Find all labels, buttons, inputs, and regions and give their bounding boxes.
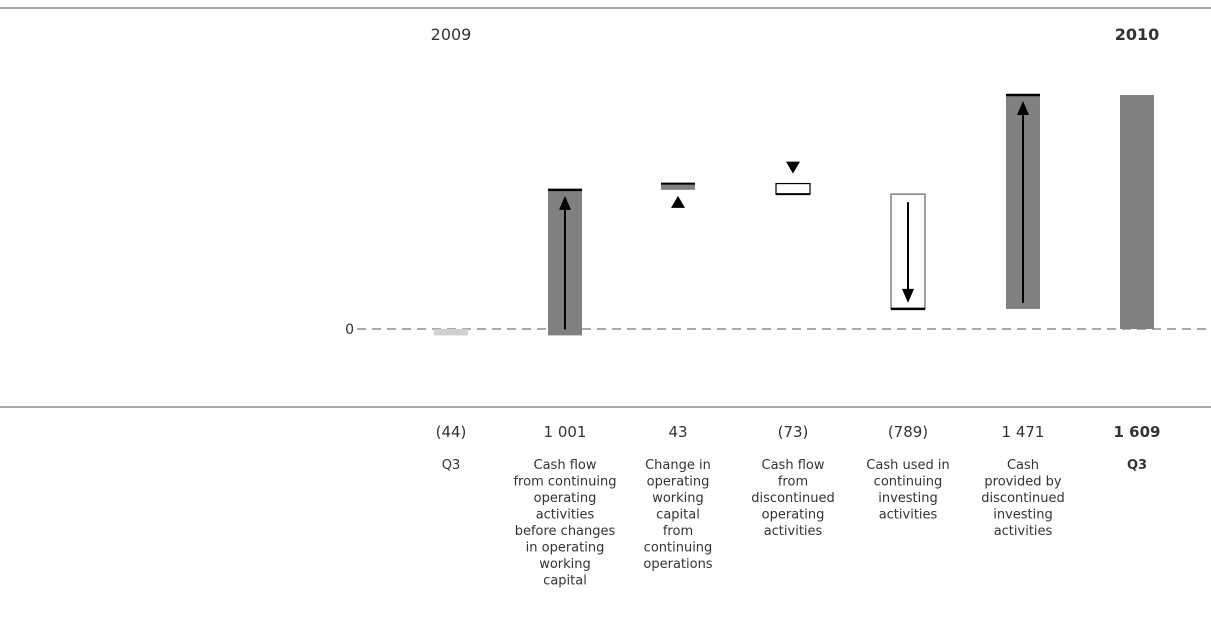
category-label-line: operating xyxy=(647,475,710,490)
category-label-line: working xyxy=(652,491,704,506)
up-arrow-icon xyxy=(559,195,571,210)
category-label: Q3 xyxy=(1127,458,1147,473)
category-label: Change in operating working capital from cont… xyxy=(643,458,712,572)
value-label: (44) xyxy=(436,423,467,441)
category-label-line: operating xyxy=(534,491,597,506)
category-label: Cash flow from continuing operating activit… xyxy=(513,458,616,589)
year-2009-label: 2009 xyxy=(431,25,472,44)
value-label: 1 001 xyxy=(544,423,587,441)
category-label-line: discontinued xyxy=(751,491,834,506)
category-label-line: activities xyxy=(536,508,595,523)
bar-q3-2010 xyxy=(1120,95,1154,329)
up-triangle-icon xyxy=(671,195,685,208)
category-label-line: capital xyxy=(543,574,587,589)
category-label: Cash provided by discontinued investing acti… xyxy=(981,458,1064,539)
category-label-line: investing xyxy=(878,491,938,506)
category-label-line: activities xyxy=(764,524,823,539)
category-label-line: from xyxy=(778,475,808,490)
category-label-line: capital xyxy=(656,508,700,523)
category-label-line: discontinued xyxy=(981,491,1064,506)
category-label-line: operating xyxy=(762,508,825,523)
category-label: Cash used in continuing investing activitie… xyxy=(866,458,949,523)
down-arrow-icon xyxy=(902,288,914,303)
down-triangle-icon xyxy=(786,161,800,174)
category-label-line: in operating xyxy=(526,541,605,556)
category-label-line: Q3 xyxy=(1127,458,1147,473)
category-label-line: from xyxy=(663,524,693,539)
category-label-line: continuing xyxy=(874,475,943,490)
category-label-line: investing xyxy=(993,508,1053,523)
value-label: (789) xyxy=(888,423,928,441)
bar-step-3 xyxy=(775,182,811,195)
value-label: 1 609 xyxy=(1114,423,1161,441)
category-label-line: Change in xyxy=(645,458,711,473)
year-2010-label: 2010 xyxy=(1115,25,1160,44)
category-label-line: operations xyxy=(643,557,712,572)
category-label-line: Cash used in xyxy=(866,458,949,473)
category-label-line: Cash xyxy=(1007,458,1039,473)
category-label-line: activities xyxy=(879,508,938,523)
bar-q3-2009 xyxy=(434,329,468,336)
category-label-line: working xyxy=(539,557,591,572)
up-arrow-icon xyxy=(1017,101,1029,115)
category-label-line: provided by xyxy=(984,475,1061,490)
category-label: Q3 xyxy=(442,458,461,473)
category-label-line: continuing xyxy=(644,541,713,556)
value-label: 43 xyxy=(668,423,687,441)
category-label-line: from continuing xyxy=(513,475,616,490)
category-label-line: Cash flow xyxy=(762,458,825,473)
category-label: Cash flow from discontinued operating activi… xyxy=(751,458,834,539)
value-label: 1 471 xyxy=(1002,423,1045,441)
bar-step-2 xyxy=(661,183,695,190)
category-label-line: before changes xyxy=(515,524,616,539)
category-label-line: Q3 xyxy=(442,458,461,473)
category-label-line: activities xyxy=(994,524,1053,539)
zero-label: 0 xyxy=(345,322,354,338)
value-label: (73) xyxy=(778,423,809,441)
category-label-line: Cash flow xyxy=(534,458,597,473)
